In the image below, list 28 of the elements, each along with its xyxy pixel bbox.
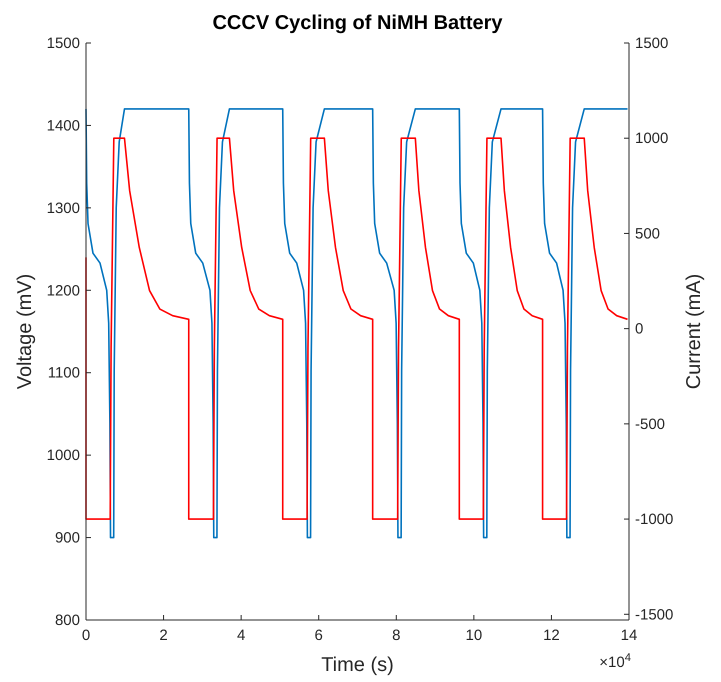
x-tick-label: 14: [620, 627, 638, 644]
y2-tick-label: 0: [635, 320, 644, 338]
y2-tick-label: 500: [635, 225, 660, 242]
x-tick-label: 6: [314, 627, 323, 644]
x-tick-label: 0: [82, 627, 90, 644]
y-axis-title: Voltage (mV): [14, 274, 36, 390]
y-tick-label: 1500: [46, 35, 80, 52]
y-tick-label: 1300: [46, 200, 80, 217]
y-tick-label: 1400: [46, 117, 80, 134]
x-tick-label: 10: [466, 627, 482, 644]
y2-tick-label: 1500: [635, 35, 668, 52]
y-tick-label: 1100: [48, 364, 80, 382]
y-tick-label: 1000: [46, 447, 80, 464]
x-tick-label: 2: [159, 627, 168, 644]
x-tick-label: 12: [543, 627, 560, 644]
chart-title: CCCV Cycling of NiMH Battery: [212, 12, 504, 34]
y-tick-label: 900: [54, 530, 80, 547]
y2-axis-title: Current (mA): [683, 274, 705, 390]
y2-tick-label: 1000: [635, 130, 668, 148]
y2-tick-label: -500: [635, 416, 666, 433]
y2-tick-label: -1500: [635, 606, 674, 624]
x-axis-title: Time (s): [321, 654, 394, 676]
x-tick-label: 4: [236, 627, 246, 644]
y2-tick-label: -1000: [635, 511, 674, 528]
y-tick-label: 1200: [46, 282, 80, 300]
y-tick-label: 800: [54, 612, 80, 629]
text: ×10$^{4}$: [599, 652, 631, 671]
x-tick-label: 8: [392, 627, 400, 644]
